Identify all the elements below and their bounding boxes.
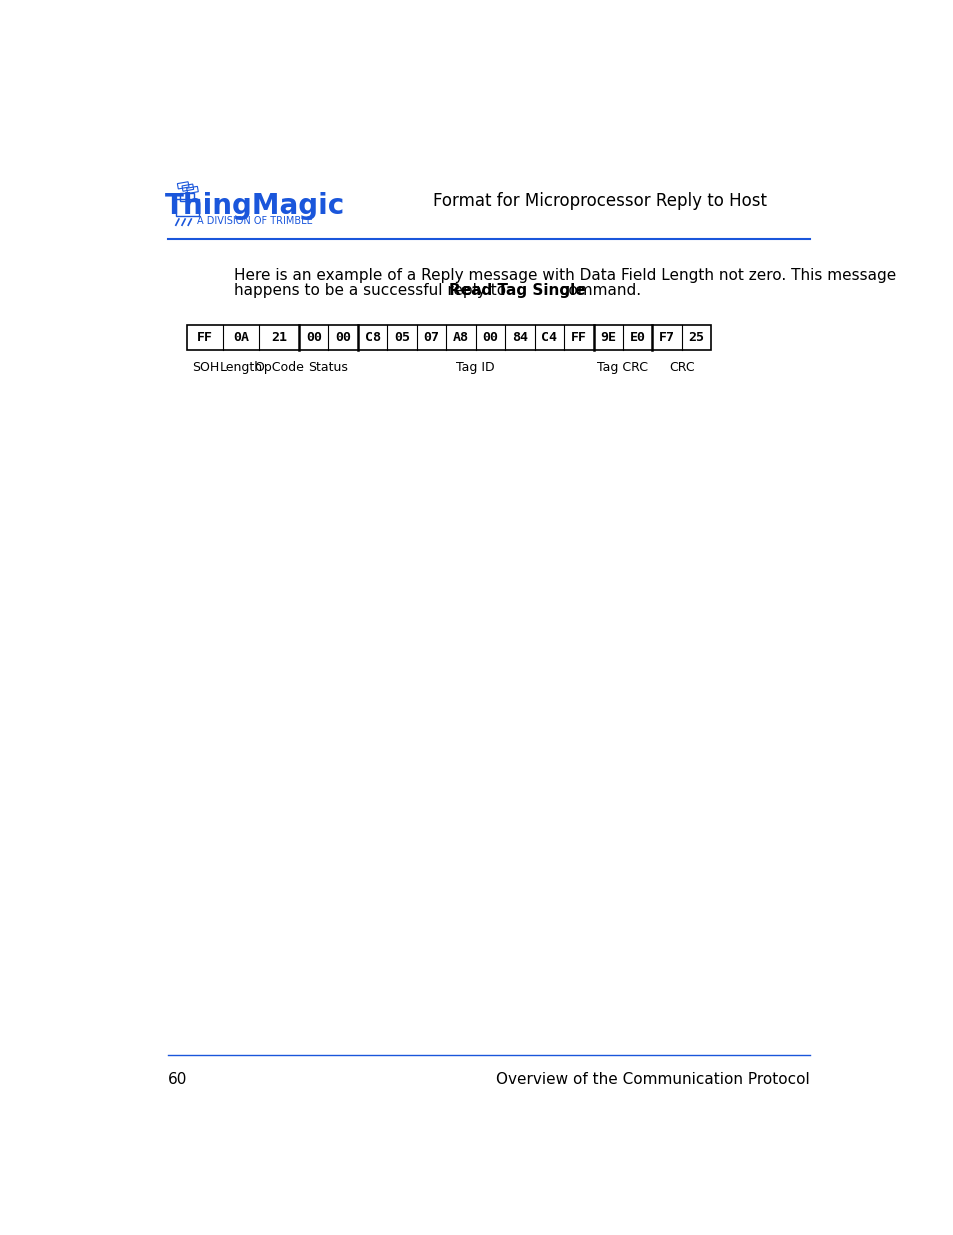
Text: 25: 25: [688, 331, 704, 345]
Text: 84: 84: [512, 331, 527, 345]
Text: Format for Microprocessor Reply to Host: Format for Microprocessor Reply to Host: [433, 191, 766, 210]
Text: 00: 00: [482, 331, 498, 345]
Text: OpCode: OpCode: [253, 361, 303, 374]
Text: Length: Length: [219, 361, 262, 374]
Text: C4: C4: [540, 331, 557, 345]
Text: 9E: 9E: [599, 331, 616, 345]
Text: FF: FF: [570, 331, 586, 345]
Text: happens to be a successful reply to: happens to be a successful reply to: [233, 283, 511, 298]
Text: 0A: 0A: [233, 331, 249, 345]
Text: E0: E0: [629, 331, 645, 345]
Text: C8: C8: [364, 331, 380, 345]
Text: A8: A8: [453, 331, 469, 345]
Text: 60: 60: [168, 1072, 187, 1087]
Text: Status: Status: [308, 361, 348, 374]
Bar: [175, 199, 199, 216]
Text: Read Tag Single: Read Tag Single: [448, 283, 584, 298]
Text: FF: FF: [197, 331, 213, 345]
Text: CRC: CRC: [668, 361, 694, 374]
Bar: [177, 182, 189, 189]
Text: ThingMagic: ThingMagic: [165, 191, 345, 220]
Bar: [182, 184, 193, 191]
Text: SOH: SOH: [192, 361, 218, 374]
Bar: [187, 186, 198, 194]
Text: Overview of the Communication Protocol: Overview of the Communication Protocol: [496, 1072, 809, 1087]
Bar: [180, 193, 194, 200]
Text: 21: 21: [271, 331, 287, 345]
Text: Tag ID: Tag ID: [456, 361, 495, 374]
Text: Tag CRC: Tag CRC: [597, 361, 648, 374]
Text: Here is an example of a Reply message with Data Field Length not zero. This mess: Here is an example of a Reply message wi…: [233, 268, 895, 283]
Text: command.: command.: [554, 283, 640, 298]
Text: 00: 00: [335, 331, 351, 345]
Text: 00: 00: [306, 331, 321, 345]
Text: F7: F7: [659, 331, 675, 345]
Bar: [187, 325, 711, 350]
Text: 07: 07: [423, 331, 439, 345]
Text: A DIVISION OF TRIMBLE: A DIVISION OF TRIMBLE: [196, 216, 313, 226]
Text: 05: 05: [394, 331, 410, 345]
